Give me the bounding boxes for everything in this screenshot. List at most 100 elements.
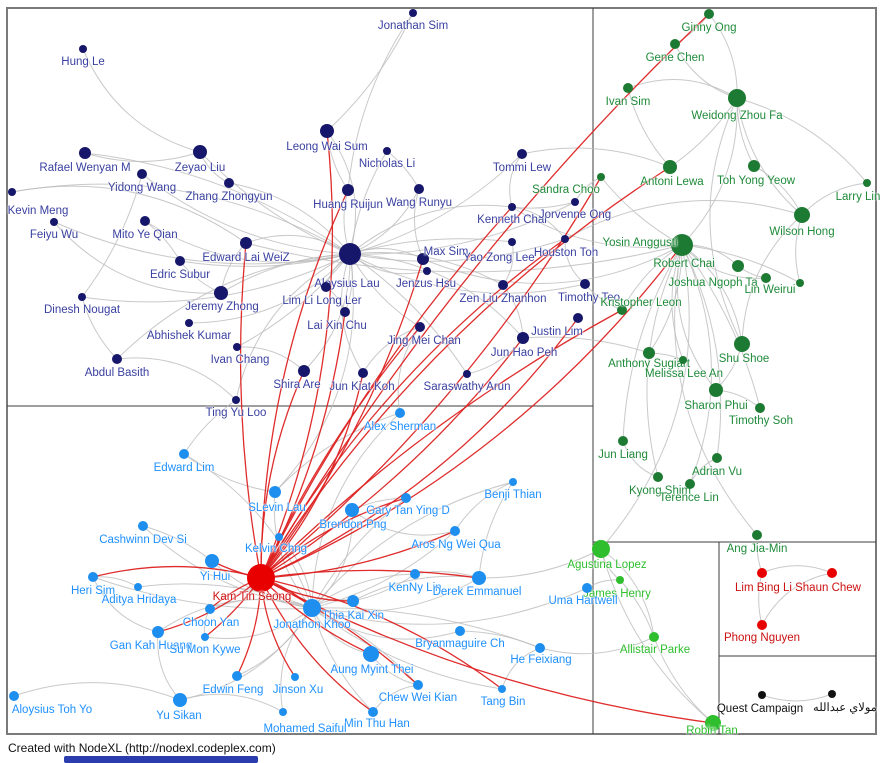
node-shu-shoe[interactable] [734,336,750,352]
node-yidong-wang[interactable] [137,169,147,179]
node-ting-yu-loo[interactable] [232,396,240,404]
node-kenny-lin[interactable] [410,569,420,579]
node-derek-emmanuel[interactable] [472,571,486,585]
node-aloysius-lau[interactable] [339,243,361,265]
node-jun-liang[interactable] [618,436,628,446]
node-yi-hui[interactable] [205,554,219,568]
node-yu-sikan[interactable] [173,693,187,707]
node-abhishek-kumar[interactable] [185,319,193,327]
node-aloysius-toh-yo[interactable] [9,691,19,701]
node-weidong-zhou-fa[interactable] [728,89,746,107]
node-yosin-anggusti[interactable] [671,234,693,256]
node-ivan-chang[interactable] [233,343,241,351]
node-lim-bing-node-2[interactable] [757,568,767,578]
node-uma-hartwell[interactable] [582,583,592,593]
node-edward-lim[interactable] [179,449,189,459]
node-lim-li-long-ler[interactable] [321,282,331,292]
node-edward-lai-weiz[interactable] [240,237,252,249]
node-kenneth-chai[interactable] [508,203,516,211]
node-joshua-ngoph-ta[interactable] [761,273,771,283]
node-min-thu-han[interactable] [368,707,378,717]
node-jing-mei-chan[interactable] [415,322,425,332]
node-shira-are[interactable] [298,365,310,377]
node-wang-runyu[interactable] [414,184,424,194]
node-jun-hao-peh[interactable] [517,332,529,344]
node-jorvenne-ong[interactable] [571,198,579,206]
node-bryanmaguire-ch[interactable] [455,626,465,636]
node-justin-lim[interactable] [573,313,583,323]
node-robin-tan[interactable] [705,715,721,731]
node-tommi-lew[interactable] [517,149,527,159]
node-jenzus-hsu[interactable] [423,267,431,275]
node-dinesh-nougat[interactable] [78,293,86,301]
node-su-mon-kywe[interactable] [201,633,209,641]
node-jinson-xu[interactable] [291,673,299,681]
node-hung-le[interactable] [79,45,87,53]
node-sharon-phui[interactable] [709,383,723,397]
node-edric-subur[interactable] [175,256,185,266]
node-jeremy-zhong[interactable] [214,286,228,300]
node-nicholas-li[interactable] [383,147,391,155]
node-lai-xin-chu[interactable] [340,307,350,317]
node-cashwinn-dev-si[interactable] [138,521,148,531]
node-moulay-abdullah[interactable] [828,690,836,698]
node-rafael-wenyan-m[interactable] [79,147,91,159]
node-timothy-soh[interactable] [755,403,765,413]
node-larry-lin[interactable] [863,179,871,187]
node-huang-ruijun[interactable] [342,184,354,196]
node-wilson-hong[interactable] [794,207,810,223]
node-leong-wai-sum[interactable] [320,124,334,138]
node-toh-yong-yeow[interactable] [748,160,760,172]
node-yao-zong-lee[interactable] [508,238,516,246]
node-kevin-meng[interactable] [8,188,16,196]
node-timothy-teo[interactable] [580,279,590,289]
node-kam-tin-seong[interactable] [247,564,275,592]
node-slevin-lau[interactable] [269,486,281,498]
node-houston-toh[interactable] [561,235,569,243]
node-zeyao-liu[interactable] [193,145,207,159]
node-jonathan-sim[interactable] [409,9,417,17]
node-ivan-sim[interactable] [623,83,633,93]
node-tang-bin[interactable] [498,685,506,693]
node-abdul-basith[interactable] [112,354,122,364]
node-lim-bing-li-shaun-chew[interactable] [827,568,837,578]
node-kyong-shim[interactable] [653,472,663,482]
node-zhang-zhongyun[interactable] [224,178,234,188]
node-alex-sherman[interactable] [395,408,405,418]
node-feiyu-wu[interactable] [50,218,58,226]
node-jonathon-khoo[interactable] [303,599,321,617]
node-antoni-lewa[interactable] [663,160,677,174]
node-aung-myint-thei[interactable] [363,646,379,662]
node-james-henry[interactable] [616,576,624,584]
node-chew-wei-kian[interactable] [413,680,423,690]
node-adrian-vu[interactable] [712,453,722,463]
node-mito-ye-qian[interactable] [140,216,150,226]
node-ginny-ong[interactable] [704,9,714,19]
node-gary-tan-ying-d[interactable] [401,493,411,503]
node-mohamed-saiful[interactable] [279,708,287,716]
node-terence-lin[interactable] [685,479,695,489]
node-zen-liu-zhanhon[interactable] [498,280,508,290]
node-gene-chen[interactable] [670,39,680,49]
node-quest-campaign[interactable] [758,691,766,699]
node-heri-sim[interactable] [88,572,98,582]
node-benji-thian[interactable] [509,478,517,486]
node-edwin-feng[interactable] [232,671,242,681]
node-kristopher-leon[interactable] [617,305,627,315]
node-phong-nguyen[interactable] [757,620,767,630]
node-aditya-hridaya[interactable] [134,583,142,591]
node-allistair-parke[interactable] [649,632,659,642]
node-ang-jia-min[interactable] [752,530,762,540]
node-jun-kiat-koh[interactable] [358,368,368,378]
node-thia-kai-xin[interactable] [347,595,359,607]
node-gan-kah-huang[interactable] [152,626,164,638]
node-choon-yan[interactable] [205,604,215,614]
node-aros-ng-wei-qua[interactable] [450,526,460,536]
node-kelvin-chng[interactable] [275,533,283,541]
node-anthony-sugiart[interactable] [643,347,655,359]
node-agustina-lopez[interactable] [592,540,610,558]
node-brendon-png[interactable] [345,503,359,517]
node-max-sim[interactable] [417,253,429,265]
node-lin-weirui[interactable] [796,279,804,287]
node-he-feixiang[interactable] [535,643,545,653]
